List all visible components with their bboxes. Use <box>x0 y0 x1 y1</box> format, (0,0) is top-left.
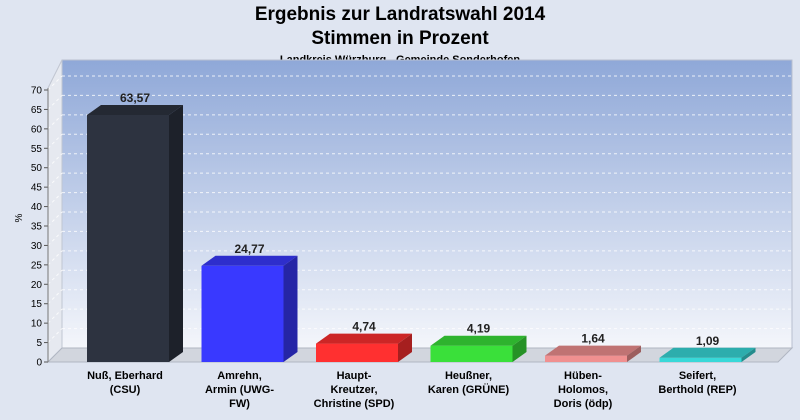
bar-side <box>283 255 298 362</box>
bar-value-label: 24,77 <box>234 242 264 256</box>
bar-1 <box>87 104 183 363</box>
x-category-label: Amrehn, Armin (UWG- FW) <box>205 370 274 410</box>
x-category-label: Nuß, Eberhard (CSU) <box>87 370 163 396</box>
bar-2 <box>201 255 298 362</box>
x-category-label: Haupt- Kreutzer, Christine (SPD) <box>314 370 395 410</box>
y-axis-label: % <box>14 213 25 222</box>
bar-side <box>741 347 756 362</box>
x-category-label-line: FW) <box>229 398 250 410</box>
y-tick-label: 5 <box>36 338 42 349</box>
bar-top <box>316 333 412 344</box>
bar-front <box>545 355 627 362</box>
bar-front <box>87 114 169 363</box>
y-tick-label: 60 <box>31 124 43 135</box>
x-category-label-line: Armin (UWG- <box>205 384 274 396</box>
y-tick-label: 50 <box>31 163 43 174</box>
x-category-label-line: Karen (GRÜNE) <box>428 383 510 396</box>
bar-top <box>545 345 641 356</box>
x-category-label: Seifert, Berthold (REP) <box>658 370 737 396</box>
x-category-label-line: Christine (SPD) <box>314 398 395 410</box>
bar-value-label: 63,57 <box>120 91 150 105</box>
y-tick-label: 70 <box>31 86 43 97</box>
y-tick-label: 65 <box>31 105 43 116</box>
y-tick-label: 15 <box>31 299 43 310</box>
bar-6 <box>659 347 756 362</box>
bar-top <box>430 335 527 346</box>
left-wall <box>47 59 63 364</box>
y-tick-label: 35 <box>31 222 43 233</box>
bar-side <box>398 333 412 362</box>
x-category-label-line: Nuß, Eberhard <box>87 370 163 382</box>
x-category-label: Heußner, Karen (GRÜNE) <box>428 370 510 396</box>
plot-background <box>61 59 793 349</box>
bar-front <box>201 265 284 362</box>
y-tick-label: 20 <box>31 280 43 291</box>
bar-5 <box>545 345 641 362</box>
x-category-label: Hüben- Holomos, Doris (ödp) <box>554 370 613 410</box>
bar-top <box>659 347 756 358</box>
x-category-label-line: Holomos, <box>558 384 608 396</box>
page-title: Ergebnis zur Landratswahl 2014 <box>254 4 546 25</box>
bar-side <box>169 104 183 363</box>
x-category-label-line: Amrehn, <box>217 370 262 382</box>
bar-top <box>201 255 298 266</box>
bar-front <box>316 343 398 362</box>
bar-3 <box>316 333 412 362</box>
x-category-label-line: Doris (ödp) <box>554 398 613 410</box>
x-category-label-line: Seifert, <box>679 370 716 382</box>
bar-side <box>512 335 527 362</box>
bar-value-label: 4,74 <box>352 320 376 334</box>
y-tick-label: 25 <box>31 260 43 271</box>
bar-top <box>87 104 183 115</box>
x-category-label-line: (CSU) <box>110 384 141 396</box>
bar-4 <box>430 335 527 362</box>
x-category-label-line: Haupt- <box>337 370 372 382</box>
y-tick-label: 30 <box>31 241 43 252</box>
page-subtitle: Stimmen in Prozent <box>311 28 489 49</box>
x-category-label-line: Hüben- <box>564 370 602 382</box>
bar-side <box>627 345 641 362</box>
y-tick-label: 40 <box>31 202 43 213</box>
bar-value-label: 1,09 <box>696 334 720 348</box>
bar-front <box>430 345 513 362</box>
x-category-label-line: Kreutzer, <box>330 384 377 396</box>
y-tick-label: 10 <box>31 319 43 330</box>
bar-front <box>659 357 742 362</box>
x-category-label-line: Heußner, <box>445 370 492 382</box>
x-category-label-line: Berthold (REP) <box>658 384 737 396</box>
bar-value-label: 1,64 <box>581 332 605 346</box>
y-tick-label: 55 <box>31 144 43 155</box>
y-tick-label: 0 <box>36 358 42 369</box>
y-tick-label: 45 <box>31 183 43 194</box>
bar-value-label: 4,19 <box>467 322 491 336</box>
